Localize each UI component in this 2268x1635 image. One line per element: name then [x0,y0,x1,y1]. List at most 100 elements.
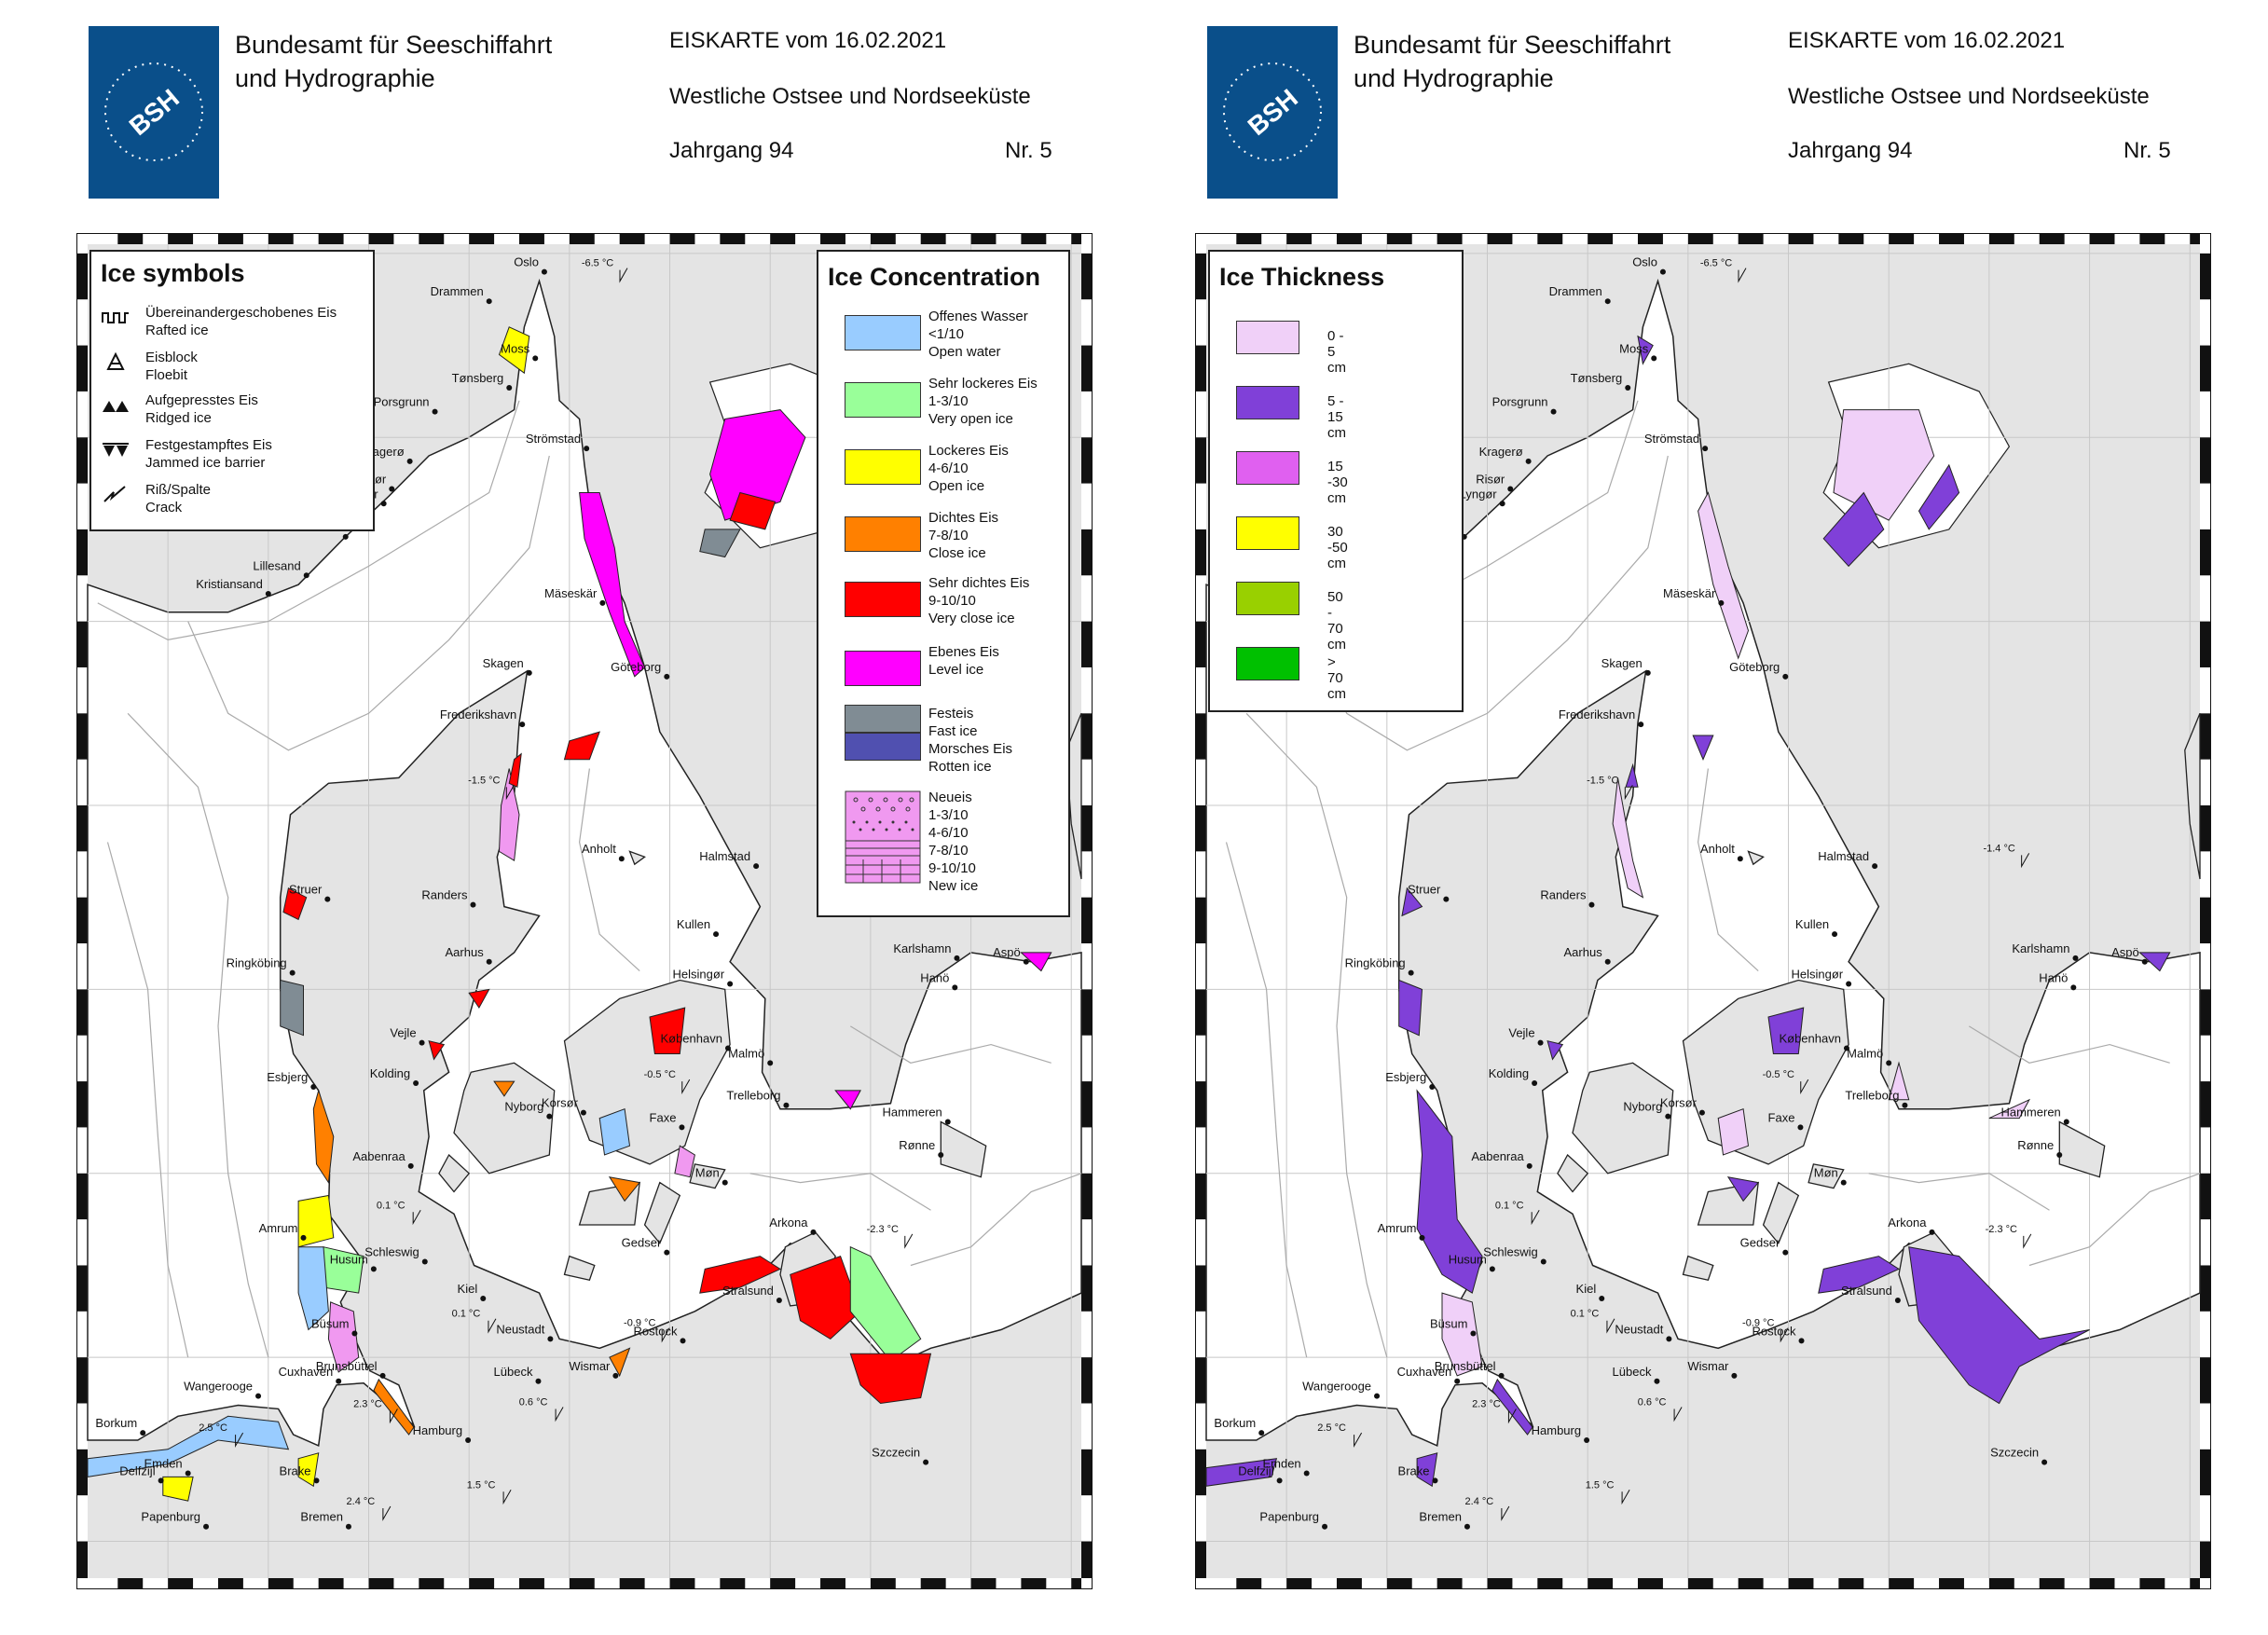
place-dot [336,1378,342,1384]
place-label: Bremen [1419,1510,1462,1524]
place-dot [351,1330,358,1337]
temperature-label: 0.1 °C [377,1200,405,1211]
place-dot [289,969,296,976]
symbol-de: Übereinandergeschobenes Eis [145,305,337,321]
wind-barb-icon [2023,1233,2032,1249]
wind-barb-icon [502,1490,512,1505]
place-dot [140,1430,146,1436]
place-label: Borkum [1214,1416,1256,1430]
place-dot [419,1039,425,1046]
wind-barb-icon [2021,853,2030,869]
place-dot [1499,501,1505,507]
place-label: Cuxhaven [279,1365,334,1379]
ice-area [373,1378,415,1436]
concentration-en: Level ice [928,662,984,678]
place-label: Strömstad [526,432,581,446]
place-label: Wismar [569,1359,611,1373]
new-ice-de: Neueis [928,790,972,805]
place-dot [1604,958,1611,965]
place-label: Porsgrunn [374,395,430,409]
ice-area [1401,886,1423,917]
new-ice-r3: 7-8/10 [928,843,969,859]
wind-barb-icon [1606,1318,1615,1334]
place-label: Wismar [1687,1359,1729,1373]
temperature-label: -2.3 °C [1986,1224,2017,1235]
concentration-swatch [845,449,921,485]
place-dot [303,572,309,579]
place-label: Drammen [431,284,484,298]
ice-area [1908,1246,2090,1405]
ice-area [579,492,646,678]
place-label: Kullen [1795,917,1829,931]
ice-area [297,1246,329,1331]
ice-area [1917,463,1960,530]
place-label: Oslo [1632,255,1657,269]
place-label: Kragerø [1479,445,1523,459]
ice-area [162,1476,194,1502]
wind-barb-icon [505,785,515,801]
ice-area [1416,1089,1483,1294]
map-border-ticks [1195,233,2211,1589]
temperature-label: -6.5 °C [1700,258,1732,269]
island [689,1163,726,1189]
place-label: Møn [1814,1166,1838,1180]
place-dot [185,1470,191,1477]
ice-area [1205,1458,1278,1487]
wind-barb-icon [1800,1079,1809,1095]
wind-barb-icon [1738,268,1747,283]
place-dot [1258,1430,1265,1436]
chart-volume: Jahrgang 94 [669,138,794,163]
place-dot [1023,958,1029,965]
place-dot [342,533,349,540]
ice-area [608,1176,641,1202]
island [1762,1181,1800,1245]
place-dot [1625,384,1631,391]
symbol-en: Jammed ice barrier [145,455,266,471]
place-dot [470,901,476,908]
ice-area [327,1301,360,1373]
thickness-swatch [1236,321,1299,354]
place-label: Aarhus [1564,945,1603,959]
place-label: Mäseskär [1663,586,1716,600]
wind-barb-icon [1354,1432,1363,1448]
place-dot [486,958,492,965]
island [940,1120,987,1178]
place-label: Korsør [1660,1096,1698,1110]
place-dot [158,1477,164,1484]
thickness-label: 0 - 5 cm [1327,328,1346,376]
place-dot [952,984,958,991]
ice-area [834,1090,861,1110]
thickness-label: 15 -30 cm [1327,459,1348,506]
place-label: Skagen [1601,656,1643,670]
rotten-ice-de: Morsches Eis [928,741,1013,757]
place-label: Korsør [542,1096,579,1110]
place-label: Frederikshavn [1559,708,1635,721]
wind-barb-icon [619,268,628,283]
place-dot [2070,984,2077,991]
place-dot [1419,1234,1425,1241]
place-label: Wangerooge [1302,1380,1371,1394]
place-label: Rostock [634,1324,678,1338]
place-dot [421,1258,428,1265]
ice-area [699,1256,782,1294]
temperature-label: 2.5 °C [1317,1422,1346,1434]
place-dot [1443,896,1450,902]
place-label: Arkona [769,1216,808,1230]
place-dot [1525,458,1532,464]
place-dot [584,446,590,452]
wind-barb-icon [1501,1505,1510,1521]
place-dot [255,1393,262,1399]
place-label: København [1779,1032,1841,1046]
ice-area [282,887,308,921]
place-label: Aabenraa [1471,1149,1524,1163]
place-label: Drammen [1549,284,1602,298]
ice-area [1637,335,1654,365]
place-label: Kristiansand [196,577,263,591]
ice-area [1612,777,1644,899]
place-label: Schleswig [364,1245,419,1259]
ice-area [508,752,522,789]
place-dot [465,1436,472,1443]
symbol-en: Rafted ice [145,323,209,338]
place-label: Faxe [650,1110,677,1124]
place-label: Karlshamn [893,941,951,955]
